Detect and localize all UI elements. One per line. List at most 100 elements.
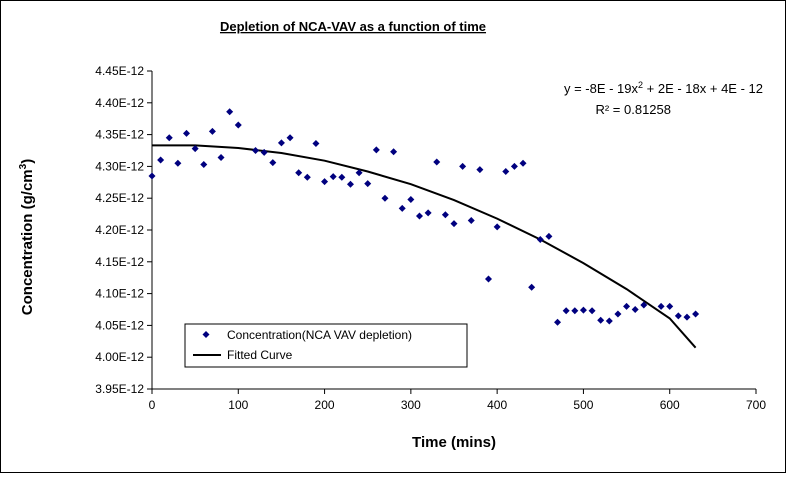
data-point bbox=[528, 283, 536, 291]
legend-label-fitted-curve: Fitted Curve bbox=[227, 348, 293, 362]
data-point bbox=[579, 306, 587, 314]
data-point bbox=[502, 167, 510, 175]
data-point bbox=[381, 194, 389, 202]
legend-box bbox=[184, 323, 468, 368]
x-tick-label: 700 bbox=[746, 398, 766, 412]
fitted-curve-layer bbox=[152, 144, 697, 349]
data-point bbox=[597, 316, 605, 324]
x-ticks: 0 100 200 300 400 500 600 700 bbox=[149, 389, 766, 412]
data-point bbox=[415, 212, 423, 220]
data-point bbox=[312, 140, 320, 148]
trendline-equation: y = -8E - 19x2 + 2E - 18x + 4E - 12 bbox=[564, 80, 763, 96]
data-point bbox=[674, 312, 682, 320]
data-point bbox=[217, 153, 225, 161]
y-tick-label: 4.15E-12 bbox=[95, 255, 144, 269]
data-point bbox=[605, 317, 613, 325]
data-point bbox=[459, 162, 467, 170]
data-point bbox=[269, 159, 277, 167]
data-point bbox=[372, 146, 380, 154]
data-point bbox=[588, 307, 596, 315]
data-point bbox=[571, 307, 579, 315]
x-axis-title: Time (mins) bbox=[412, 434, 496, 451]
data-point bbox=[277, 139, 285, 147]
y-tick-label: 4.00E-12 bbox=[95, 350, 144, 364]
legend: Concentration(NCA VAV depletion) Fitted … bbox=[184, 323, 468, 368]
y-axis-title-close: ) bbox=[19, 159, 36, 164]
data-point bbox=[493, 223, 501, 231]
y-tick-label: 4.35E-12 bbox=[95, 128, 144, 142]
data-point bbox=[657, 302, 665, 310]
data-point bbox=[390, 148, 398, 156]
x-tick-label: 600 bbox=[660, 398, 680, 412]
x-tick-label: 100 bbox=[228, 398, 248, 412]
data-point bbox=[623, 302, 631, 310]
data-point bbox=[554, 318, 562, 326]
data-point bbox=[346, 180, 354, 188]
y-axis-title: Concentration (g/cm3) bbox=[18, 159, 36, 315]
data-point bbox=[364, 180, 372, 188]
x-tick-label: 500 bbox=[573, 398, 593, 412]
data-point bbox=[286, 134, 294, 142]
data-point bbox=[191, 145, 199, 153]
data-point bbox=[467, 216, 475, 224]
y-tick-label: 4.20E-12 bbox=[95, 223, 144, 237]
plot-area: 3.95E-12 4.00E-12 4.05E-12 4.10E-12 4.15E-12… bbox=[95, 64, 766, 412]
data-point bbox=[407, 195, 415, 203]
x-tick-label: 0 bbox=[149, 398, 156, 412]
data-point bbox=[476, 166, 484, 174]
data-point bbox=[183, 129, 191, 137]
y-axis-title-main: Concentration (g/cm bbox=[19, 169, 36, 315]
y-tick-label: 4.30E-12 bbox=[95, 159, 144, 173]
data-point bbox=[485, 275, 493, 283]
y-tick-label: 4.05E-12 bbox=[95, 318, 144, 332]
data-point bbox=[303, 173, 311, 181]
equation-rest: + 2E - 18x + 4E - 12 bbox=[643, 81, 763, 96]
data-point bbox=[208, 127, 216, 135]
data-point bbox=[260, 148, 268, 156]
x-tick-label: 200 bbox=[315, 398, 335, 412]
data-point bbox=[295, 169, 303, 177]
equation-superscript: 2 bbox=[638, 80, 643, 90]
data-point bbox=[441, 211, 449, 219]
data-point bbox=[631, 306, 639, 313]
data-point bbox=[174, 159, 182, 167]
equation-main: y = -8E - 19x bbox=[564, 81, 639, 96]
data-points-layer bbox=[148, 108, 700, 326]
data-point bbox=[424, 209, 432, 217]
data-point bbox=[666, 302, 674, 310]
data-point bbox=[640, 301, 648, 309]
data-point bbox=[252, 147, 260, 154]
data-point bbox=[562, 307, 570, 315]
data-point bbox=[226, 108, 234, 116]
y-ticks: 3.95E-12 4.00E-12 4.05E-12 4.10E-12 4.15E-12… bbox=[95, 64, 152, 396]
chart-title: Depletion of NCA-VAV as a function of ti… bbox=[220, 19, 486, 34]
data-point bbox=[450, 220, 458, 228]
data-point bbox=[321, 178, 329, 186]
data-point bbox=[692, 310, 700, 318]
data-point bbox=[536, 236, 544, 244]
data-point bbox=[398, 204, 406, 212]
data-point bbox=[165, 134, 173, 142]
legend-label-concentration: Concentration(NCA VAV depletion) bbox=[227, 328, 412, 342]
data-point bbox=[355, 169, 363, 177]
y-tick-label: 3.95E-12 bbox=[95, 382, 144, 396]
data-point bbox=[545, 232, 553, 240]
y-axis-title-superscript: 3 bbox=[18, 163, 29, 169]
x-tick-label: 400 bbox=[487, 398, 507, 412]
data-point bbox=[329, 173, 337, 181]
data-point bbox=[614, 310, 622, 318]
data-point bbox=[519, 159, 527, 167]
fitted-curve-line bbox=[152, 144, 697, 349]
data-point bbox=[234, 121, 242, 129]
data-point bbox=[433, 158, 441, 166]
data-point bbox=[338, 173, 346, 181]
data-point bbox=[200, 160, 208, 168]
data-point bbox=[157, 156, 165, 164]
y-tick-label: 4.45E-12 bbox=[95, 64, 144, 78]
legend-diamond-marker bbox=[202, 331, 210, 338]
x-tick-label: 300 bbox=[401, 398, 421, 412]
y-tick-label: 4.10E-12 bbox=[95, 287, 144, 301]
data-point bbox=[510, 162, 518, 170]
r-squared-label: R² = 0.81258 bbox=[595, 102, 671, 117]
